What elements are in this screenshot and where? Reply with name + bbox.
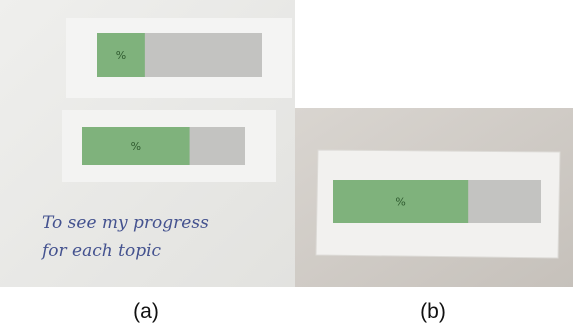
page: {"panels": [ {"bars": [{"label": "%", "f… [0, 0, 573, 327]
caption: (a) [133, 300, 159, 323]
progress-label: % [395, 196, 405, 209]
handwritten-note: To see my progress [42, 213, 209, 233]
handwritten-note: for each topic [40, 241, 162, 261]
progress-label: % [131, 140, 141, 153]
caption: (b) [420, 300, 446, 323]
figure: %% To see my progress for each topic (a)% (b… [0, 0, 573, 327]
progress-label: % [116, 49, 126, 62]
